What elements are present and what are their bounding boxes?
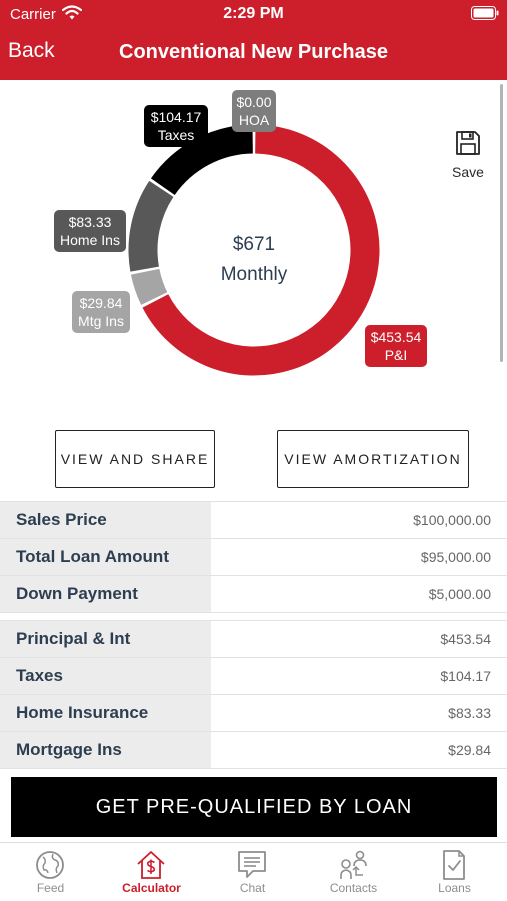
get-pre-qualified-button[interactable]: GET PRE-QUALIFIED BY LOAN bbox=[11, 777, 497, 837]
home-ins-callout: $83.33 Home Ins bbox=[54, 210, 126, 252]
tab-feed[interactable]: Feed bbox=[0, 843, 101, 901]
contacts-icon bbox=[340, 850, 367, 879]
hoa-callout: $0.00 HOA bbox=[232, 90, 276, 132]
row-label: Total Loan Amount bbox=[0, 539, 211, 575]
save-label: Save bbox=[452, 164, 484, 180]
row-label: Home Insurance bbox=[0, 695, 211, 731]
house-dollar-icon bbox=[137, 851, 165, 879]
row-value: $5,000.00 bbox=[428, 586, 491, 602]
row-value: $100,000.00 bbox=[413, 512, 491, 528]
table-row: Mortgage Ins $29.84 bbox=[0, 731, 507, 769]
donut-slice-mtg-ins bbox=[130, 268, 168, 305]
pi-callout-value: $453.54 bbox=[370, 329, 422, 345]
row-value: $29.84 bbox=[448, 742, 491, 758]
row-label: Sales Price bbox=[0, 502, 211, 538]
row-label: Down Payment bbox=[0, 576, 211, 612]
payment-breakdown-table: Principal & Int $453.54 Taxes $104.17 Ho… bbox=[0, 620, 507, 769]
wifi-icon bbox=[62, 5, 82, 20]
checklist-document-icon bbox=[443, 850, 465, 880]
mtg-ins-callout-value: $29.84 bbox=[79, 295, 123, 311]
row-label: Principal & Int bbox=[0, 621, 211, 657]
tab-label: Calculator bbox=[122, 881, 181, 895]
tab-chat[interactable]: Chat bbox=[202, 843, 303, 901]
tab-label: Chat bbox=[239, 881, 266, 895]
back-button[interactable]: Back bbox=[8, 39, 55, 62]
mtg-ins-callout-label: Mtg Ins bbox=[78, 313, 124, 329]
row-value: $453.54 bbox=[440, 631, 491, 647]
donut-slice-taxes bbox=[150, 124, 254, 196]
table-row: Total Loan Amount $95,000.00 bbox=[0, 538, 507, 575]
donut-slice-home-ins bbox=[128, 180, 174, 272]
monthly-total: $671 bbox=[232, 234, 276, 255]
status-time: 2:29 PM bbox=[223, 5, 284, 22]
status-bar: Carrier 2:29 PM bbox=[0, 0, 507, 30]
pi-callout-label: P&I bbox=[384, 347, 408, 363]
tab-contacts[interactable]: Contacts bbox=[303, 843, 404, 901]
save-button[interactable]: Save bbox=[446, 130, 490, 182]
donut-svg bbox=[128, 124, 380, 376]
home-ins-callout-value: $83.33 bbox=[68, 214, 112, 230]
page-title: Conventional New Purchase bbox=[119, 41, 388, 63]
tab-calculator[interactable]: Calculator bbox=[101, 843, 202, 901]
carrier-name: Carrier bbox=[10, 6, 56, 23]
hoa-callout-label: HOA bbox=[238, 112, 270, 128]
view-amortization-button[interactable]: VIEW AMORTIZATION bbox=[277, 430, 469, 488]
row-label: Mortgage Ins bbox=[0, 732, 211, 768]
chat-bubble-icon bbox=[238, 851, 266, 878]
donut-slice-p-i bbox=[142, 124, 380, 376]
scrollbar[interactable] bbox=[500, 84, 503, 362]
tab-label: Feed bbox=[36, 881, 65, 895]
floppy-disk-icon bbox=[456, 131, 480, 155]
hoa-callout-value: $0.00 bbox=[236, 94, 272, 110]
row-value: $104.17 bbox=[440, 668, 491, 684]
view-and-share-button[interactable]: VIEW AND SHARE bbox=[55, 430, 215, 488]
loan-details-table: Sales Price $100,000.00 Total Loan Amoun… bbox=[0, 501, 507, 613]
home-ins-callout-label: Home Ins bbox=[60, 232, 120, 248]
tab-bar: Feed Calculator Chat Contacts bbox=[0, 842, 507, 901]
tab-label: Contacts bbox=[329, 881, 378, 895]
row-value: $83.33 bbox=[448, 705, 491, 721]
globe-icon bbox=[36, 851, 64, 879]
taxes-callout-label: Taxes bbox=[157, 127, 195, 143]
mtg-ins-callout: $29.84 Mtg Ins bbox=[72, 291, 130, 333]
table-row: Principal & Int $453.54 bbox=[0, 620, 507, 657]
tab-loans[interactable]: Loans bbox=[404, 843, 505, 901]
row-label: Taxes bbox=[0, 658, 211, 694]
pi-callout: $453.54 P&I bbox=[365, 325, 427, 367]
table-row: Home Insurance $83.33 bbox=[0, 694, 507, 731]
tab-label: Loans bbox=[438, 881, 471, 895]
payment-donut-chart: $671 Monthly bbox=[0, 80, 507, 420]
taxes-callout-value: $104.17 bbox=[150, 109, 202, 125]
monthly-label: Monthly bbox=[220, 264, 288, 285]
battery-icon bbox=[471, 6, 499, 20]
table-row: Sales Price $100,000.00 bbox=[0, 501, 507, 538]
table-row: Down Payment $5,000.00 bbox=[0, 575, 507, 613]
taxes-callout: $104.17 Taxes bbox=[144, 105, 208, 147]
app-header bbox=[0, 0, 507, 80]
table-row: Taxes $104.17 bbox=[0, 657, 507, 694]
row-value: $95,000.00 bbox=[420, 549, 491, 565]
